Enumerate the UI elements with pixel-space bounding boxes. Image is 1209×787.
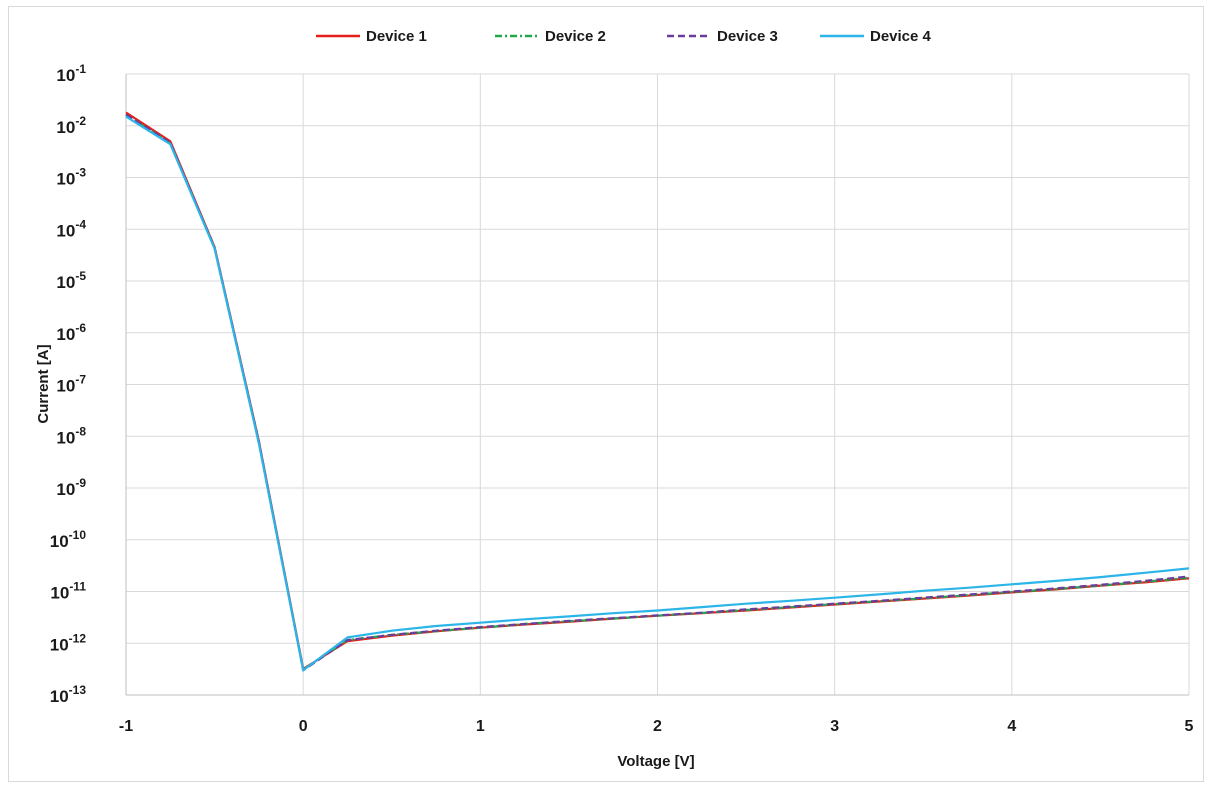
legend-label: Device 1 xyxy=(366,28,427,45)
y-tick-label: 10-3 xyxy=(56,166,86,189)
x-tick-label: 4 xyxy=(1007,718,1016,735)
legend-item-device-1: Device 1 xyxy=(316,28,427,45)
y-tick-label: 10-6 xyxy=(56,321,86,344)
x-tick-label: 1 xyxy=(476,718,485,735)
x-axis-label: Voltage [V] xyxy=(617,753,694,770)
y-tick-label: 10-11 xyxy=(50,580,86,603)
y-tick-label: 10-2 xyxy=(56,114,86,137)
series-line-device-4 xyxy=(125,115,1190,672)
legend-label: Device 4 xyxy=(870,28,932,45)
legend: Device 1 Device 2 Device 3 Device 4 xyxy=(316,28,932,45)
chart-frame xyxy=(8,6,1204,782)
y-tick-label: 10-8 xyxy=(56,424,86,447)
y-tick-label: 10-13 xyxy=(50,683,87,706)
legend-label: Device 3 xyxy=(717,28,778,45)
x-tick-label: 2 xyxy=(653,718,662,735)
axes xyxy=(125,74,1189,696)
legend-item-device-4: Device 4 xyxy=(820,28,932,45)
x-tick-label: 5 xyxy=(1185,718,1194,735)
legend-label: Device 2 xyxy=(545,28,606,45)
series-lines xyxy=(125,111,1190,672)
x-tick-label: -1 xyxy=(119,718,133,735)
y-tick-label: 10-4 xyxy=(56,217,86,240)
legend-item-device-3: Device 3 xyxy=(667,28,778,45)
y-tick-label: 10-9 xyxy=(56,476,86,499)
x-tick-label: 0 xyxy=(299,718,308,735)
x-tick-labels: -1 0 1 2 3 4 5 xyxy=(119,718,1194,735)
y-tick-label: 10-7 xyxy=(56,373,86,396)
y-axis-label: Current [A] xyxy=(35,344,52,423)
x-tick-label: 3 xyxy=(830,718,839,735)
y-tick-label: 10-10 xyxy=(50,528,87,551)
legend-item-device-2: Device 2 xyxy=(495,28,606,45)
y-tick-label: 10-1 xyxy=(56,62,86,85)
y-tick-label: 10-12 xyxy=(50,631,87,654)
grid xyxy=(125,73,1190,696)
y-tick-labels: 10-1 10-2 10-3 10-4 10-5 10-6 10-7 10-8 10-9 10-1… xyxy=(50,62,87,706)
y-tick-label: 10-5 xyxy=(56,269,86,292)
